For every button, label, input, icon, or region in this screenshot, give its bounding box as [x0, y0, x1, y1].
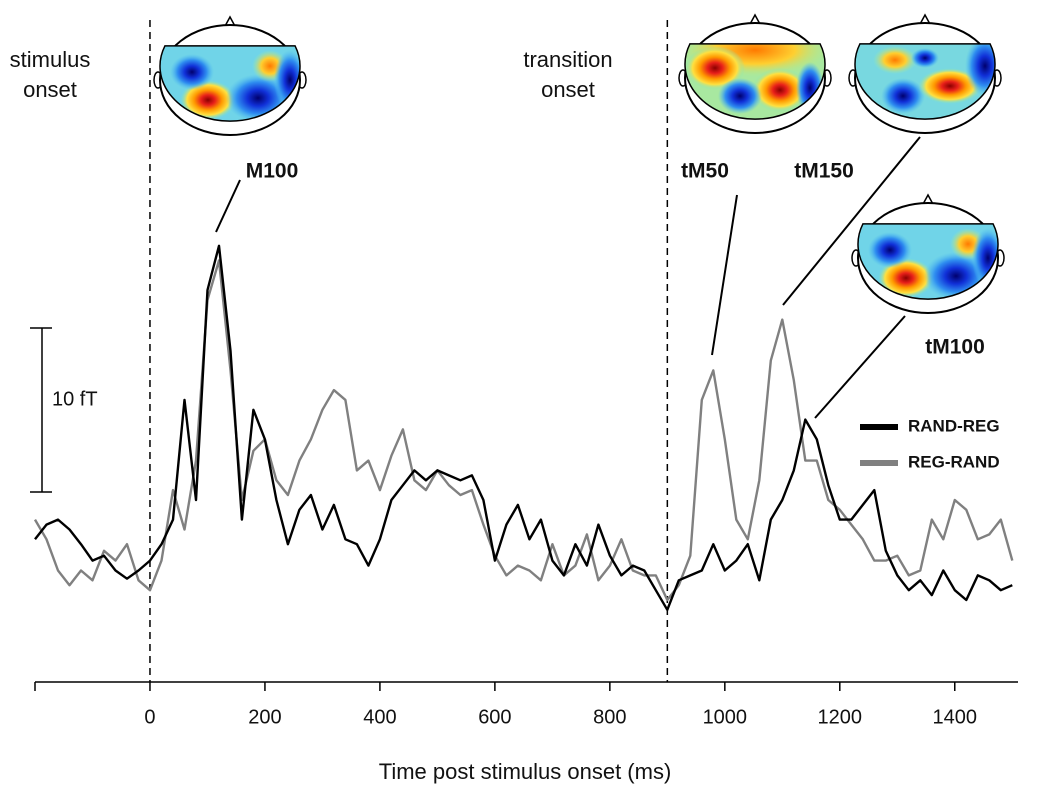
blob — [911, 48, 939, 68]
blob — [180, 80, 236, 120]
x-tick-label: 1000 — [703, 706, 748, 728]
scale-bar-label: 10 fT — [52, 388, 98, 410]
map-outline — [854, 43, 996, 120]
series-line — [34, 244, 1013, 611]
blob — [881, 78, 925, 114]
blob — [873, 46, 917, 74]
blob — [868, 232, 912, 268]
blob — [878, 258, 934, 298]
head-map — [851, 193, 1005, 314]
leader-line — [814, 315, 906, 419]
x-tick-label: 400 — [363, 706, 396, 728]
blob — [170, 54, 214, 90]
head-map — [153, 15, 307, 136]
leader-line — [215, 179, 241, 233]
x-tick-label: 0 — [144, 706, 155, 728]
peak-label: tM50 — [681, 160, 729, 183]
x-tick-label: 1400 — [933, 706, 978, 728]
legend-label: REG-RAND — [908, 452, 1000, 471]
x-tick-label: 600 — [478, 706, 511, 728]
peak-label: tM150 — [794, 160, 854, 183]
map-outline — [684, 43, 826, 120]
blob — [918, 68, 982, 104]
x-tick-label: 200 — [248, 706, 281, 728]
series-line — [33, 259, 1014, 602]
leader-line — [782, 136, 921, 306]
peak-label: M100 — [246, 160, 299, 183]
head-map — [678, 13, 832, 134]
leader-line — [711, 194, 738, 356]
x-tick-label: 800 — [593, 706, 626, 728]
peak-label: tM100 — [925, 336, 985, 359]
x-tick-label: 1200 — [818, 706, 863, 728]
x-axis-title: Time post stimulus onset (ms) — [379, 759, 672, 784]
marker-label: stimulus onset — [9, 47, 91, 102]
blob — [965, 43, 996, 96]
map-outline — [159, 45, 301, 122]
head-map — [848, 13, 1002, 134]
map-outline — [857, 223, 999, 300]
marker-label: transition onset — [523, 47, 613, 102]
blob — [685, 46, 745, 90]
legend-label: RAND-REG — [908, 416, 1000, 435]
blob — [718, 78, 762, 114]
blob — [752, 68, 808, 112]
